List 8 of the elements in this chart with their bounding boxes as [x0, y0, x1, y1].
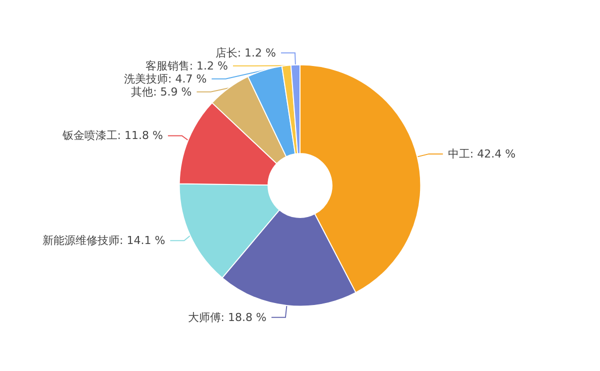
slice-label: 新能源维修技师: 14.1 % — [42, 234, 166, 248]
slice-label: 洗美技师: 4.7 % — [124, 72, 207, 86]
slice-label: 店长: 1.2 % — [215, 46, 276, 60]
slice-label: 大师傅: 18.8 % — [188, 310, 266, 324]
slice-label: 客服销售: 1.2 % — [145, 59, 228, 72]
slice-label: 其他: 5.9 % — [131, 85, 192, 98]
slice-label: 中工: 42.4 % — [448, 147, 516, 160]
slice-label: 钣金喷漆工: 11.8 % — [61, 129, 163, 142]
